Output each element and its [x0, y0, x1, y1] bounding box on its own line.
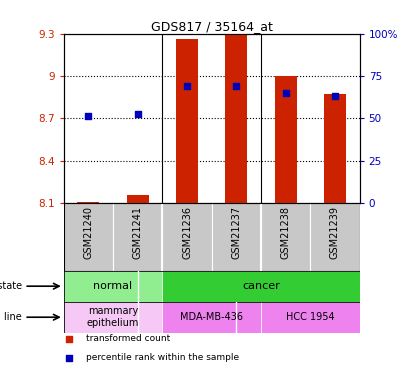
- Text: cancer: cancer: [242, 281, 280, 291]
- Bar: [64, 203, 113, 271]
- Point: [65, 336, 72, 342]
- Text: GSM21236: GSM21236: [182, 206, 192, 260]
- Text: MDA-MB-436: MDA-MB-436: [180, 312, 243, 322]
- Bar: [64, 271, 162, 302]
- Point: [184, 83, 190, 89]
- Text: GSM21241: GSM21241: [133, 206, 143, 260]
- Text: cell line: cell line: [0, 312, 22, 322]
- Text: GSM21238: GSM21238: [281, 206, 291, 260]
- Text: transformed count: transformed count: [86, 334, 170, 344]
- Text: disease state: disease state: [0, 281, 22, 291]
- Point: [134, 111, 141, 117]
- Bar: [162, 203, 212, 271]
- Bar: [176, 39, 198, 203]
- Bar: [113, 203, 162, 271]
- Point: [85, 112, 92, 118]
- Bar: [127, 195, 149, 203]
- Point: [65, 354, 72, 360]
- Bar: [261, 203, 310, 271]
- Point: [282, 90, 289, 96]
- Bar: [275, 76, 297, 203]
- Bar: [225, 35, 247, 203]
- Point: [233, 83, 240, 89]
- Text: GSM21239: GSM21239: [330, 206, 340, 260]
- Point: [332, 93, 338, 99]
- Bar: [162, 271, 360, 302]
- Text: GSM21237: GSM21237: [231, 206, 241, 260]
- Text: HCC 1954: HCC 1954: [286, 312, 335, 322]
- Bar: [310, 203, 360, 271]
- Text: GSM21240: GSM21240: [83, 206, 93, 260]
- Text: mammary
epithelium: mammary epithelium: [87, 306, 139, 328]
- Bar: [64, 302, 162, 333]
- Bar: [324, 94, 346, 203]
- Title: GDS817 / 35164_at: GDS817 / 35164_at: [151, 20, 272, 33]
- Text: percentile rank within the sample: percentile rank within the sample: [86, 353, 239, 362]
- Bar: [212, 203, 261, 271]
- Bar: [261, 302, 360, 333]
- Bar: [162, 302, 261, 333]
- Text: normal: normal: [93, 281, 133, 291]
- Bar: [77, 202, 99, 203]
